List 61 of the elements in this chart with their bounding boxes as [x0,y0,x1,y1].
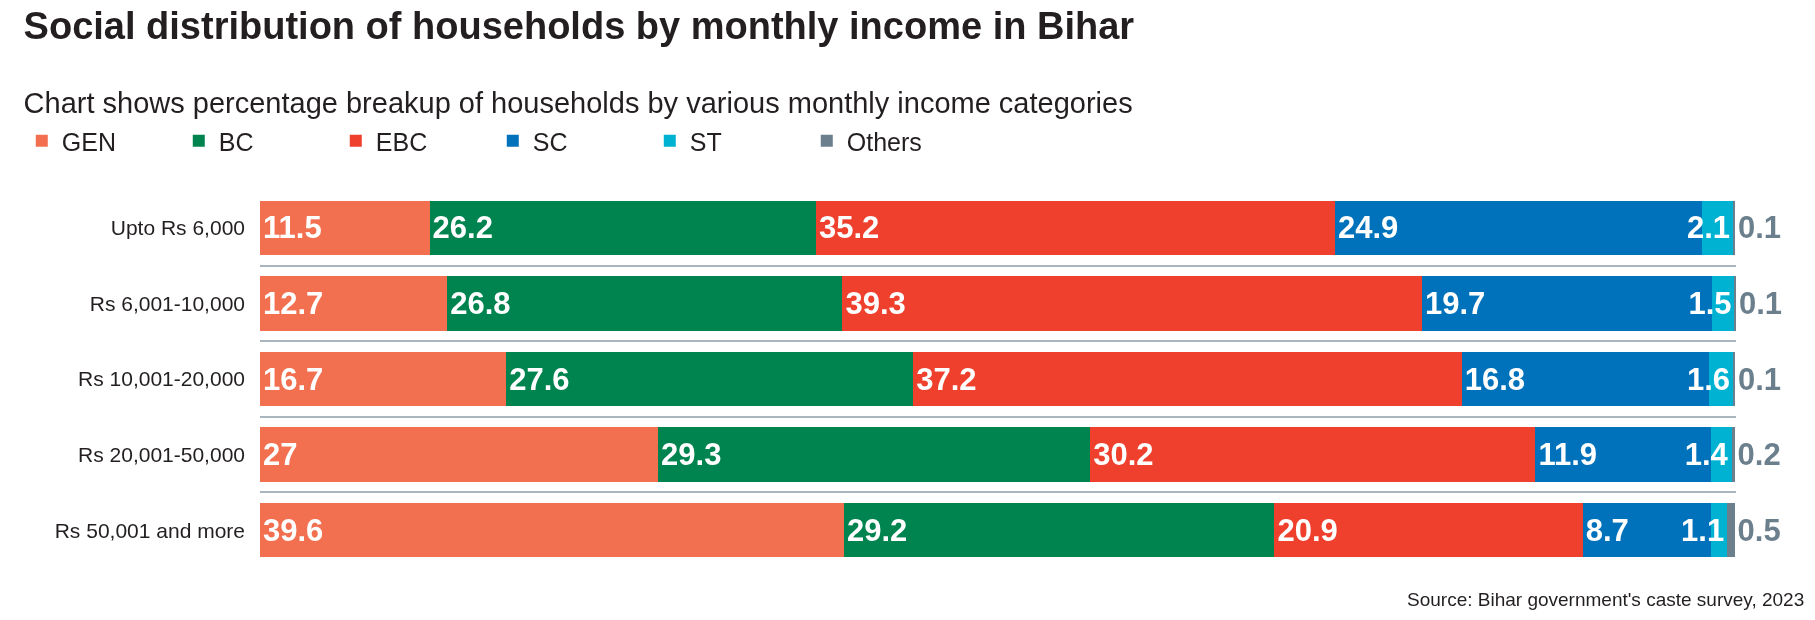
data-label: 11.9 [1538,437,1598,473]
data-label: 19.7 [1424,285,1486,321]
data-label: 27.6 [509,361,570,397]
data-label: 0.1 [1738,361,1782,397]
data-label: 29.3 [661,437,722,473]
bar [913,351,1462,407]
bar [842,276,1422,331]
data-label: 30.2 [1093,437,1154,473]
data-label: 1.6 [1686,361,1731,397]
bar [815,200,1335,256]
bar [506,351,914,407]
bar [658,427,1091,482]
bar [260,276,448,331]
bar [447,276,843,331]
y-tick-label: Rs 20,001-50,000 [78,442,245,466]
bar [260,200,430,256]
bar [260,351,507,407]
y-tick-label: Upto Rs 6,000 [110,216,245,240]
source-note: Source: Bihar government's caste survey, 2023 [1407,589,1805,610]
data-label: 0.1 [1739,285,1783,321]
bar [429,200,816,256]
bar [260,502,844,558]
data-label: 1.4 [1684,437,1729,473]
legend-label: Others [846,127,922,156]
data-label: 0.2 [1737,437,1781,473]
data-label: 16.8 [1464,361,1526,397]
data-label: 24.9 [1337,210,1399,246]
data-label: 39.3 [845,285,906,321]
data-label: 0.5 [1737,512,1781,548]
bar [1090,427,1536,482]
chart-title: Social distribution of households by monthly income in Bihar [23,4,1135,47]
data-label: 20.9 [1277,512,1338,548]
data-label: 12.7 [263,285,324,321]
bar [1731,427,1735,482]
data-label: 0.1 [1738,210,1782,246]
bar [843,502,1275,558]
y-tick-label: Rs 6,001-10,000 [89,291,245,315]
bar [1274,502,1583,558]
legend-label: EBC [375,127,428,156]
data-label: 11.5 [263,210,322,246]
bar [1727,502,1735,558]
data-label: 2.1 [1686,210,1731,246]
data-label: 26.2 [432,210,493,246]
data-label: 29.2 [846,512,908,548]
data-label: 27 [263,437,298,473]
data-label: 35.2 [818,210,880,246]
bar [260,427,659,482]
data-label: 1.5 [1688,285,1732,321]
data-label: 16.7 [263,361,324,397]
data-label: 37.2 [916,361,977,397]
legend-label: GEN [61,127,116,156]
y-tick-label: Rs 10,001-20,000 [78,367,245,391]
data-label: 39.6 [263,512,324,548]
legend-label: ST [689,127,722,156]
data-label: 26.8 [450,285,511,321]
y-tick-label: Rs 50,001 and more [54,518,245,542]
legend-label: SC [532,127,568,156]
data-label: 1.1 [1681,512,1725,548]
chart-subtitle: Chart shows percentage breakup of households by various monthly income categories [23,87,1133,120]
data-label: 8.7 [1585,512,1629,548]
legend-label: BC [218,127,254,156]
